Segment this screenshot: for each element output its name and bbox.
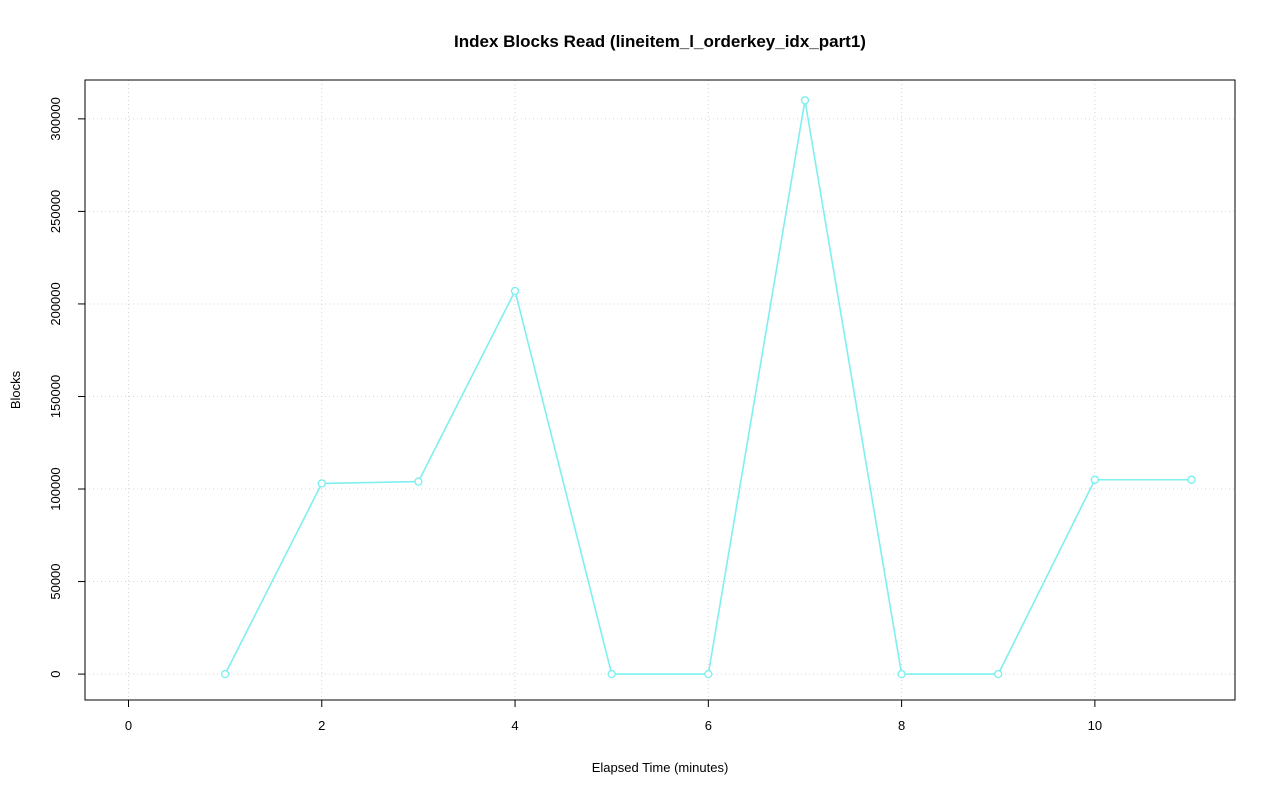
- y-tick-label: 250000: [48, 190, 63, 233]
- x-tick-label: 6: [705, 718, 712, 733]
- gridlines: [85, 80, 1235, 700]
- x-tick-label: 8: [898, 718, 905, 733]
- y-tick-label: 0: [48, 670, 63, 677]
- data-point: [220, 669, 230, 679]
- data-point: [607, 669, 616, 679]
- x-tick-label: 0: [125, 718, 132, 733]
- data-point: [897, 669, 906, 679]
- data-point: [1187, 475, 1196, 484]
- y-tick-label: 50000: [48, 563, 63, 599]
- data-point: [800, 96, 810, 105]
- data-point: [414, 477, 423, 486]
- y-tick-label: 150000: [48, 375, 63, 418]
- data-point: [1090, 475, 1100, 484]
- x-axis-title: Elapsed Time (minutes): [592, 760, 729, 775]
- y-tick-label: 100000: [48, 467, 63, 510]
- y-tick-label: 300000: [48, 97, 63, 140]
- x-axis: 0 2 4 6 8 10: [125, 700, 1102, 733]
- y-axis: 0 50000 100000 150000 200000 250000 300000: [48, 97, 85, 678]
- y-axis-title: Blocks: [8, 370, 23, 409]
- x-tick-label: 4: [511, 718, 518, 733]
- data-point: [704, 669, 713, 679]
- y-tick-label: 200000: [48, 282, 63, 325]
- plot-box: [84, 79, 1236, 701]
- data-point: [317, 479, 326, 488]
- data-point: [994, 669, 1003, 679]
- data-point: [510, 286, 520, 296]
- x-tick-label: 2: [318, 718, 325, 733]
- chart-title: Index Blocks Read (lineitem_l_orderkey_i…: [454, 32, 866, 51]
- data-points: [220, 96, 1196, 679]
- x-tick-label: 10: [1088, 718, 1102, 733]
